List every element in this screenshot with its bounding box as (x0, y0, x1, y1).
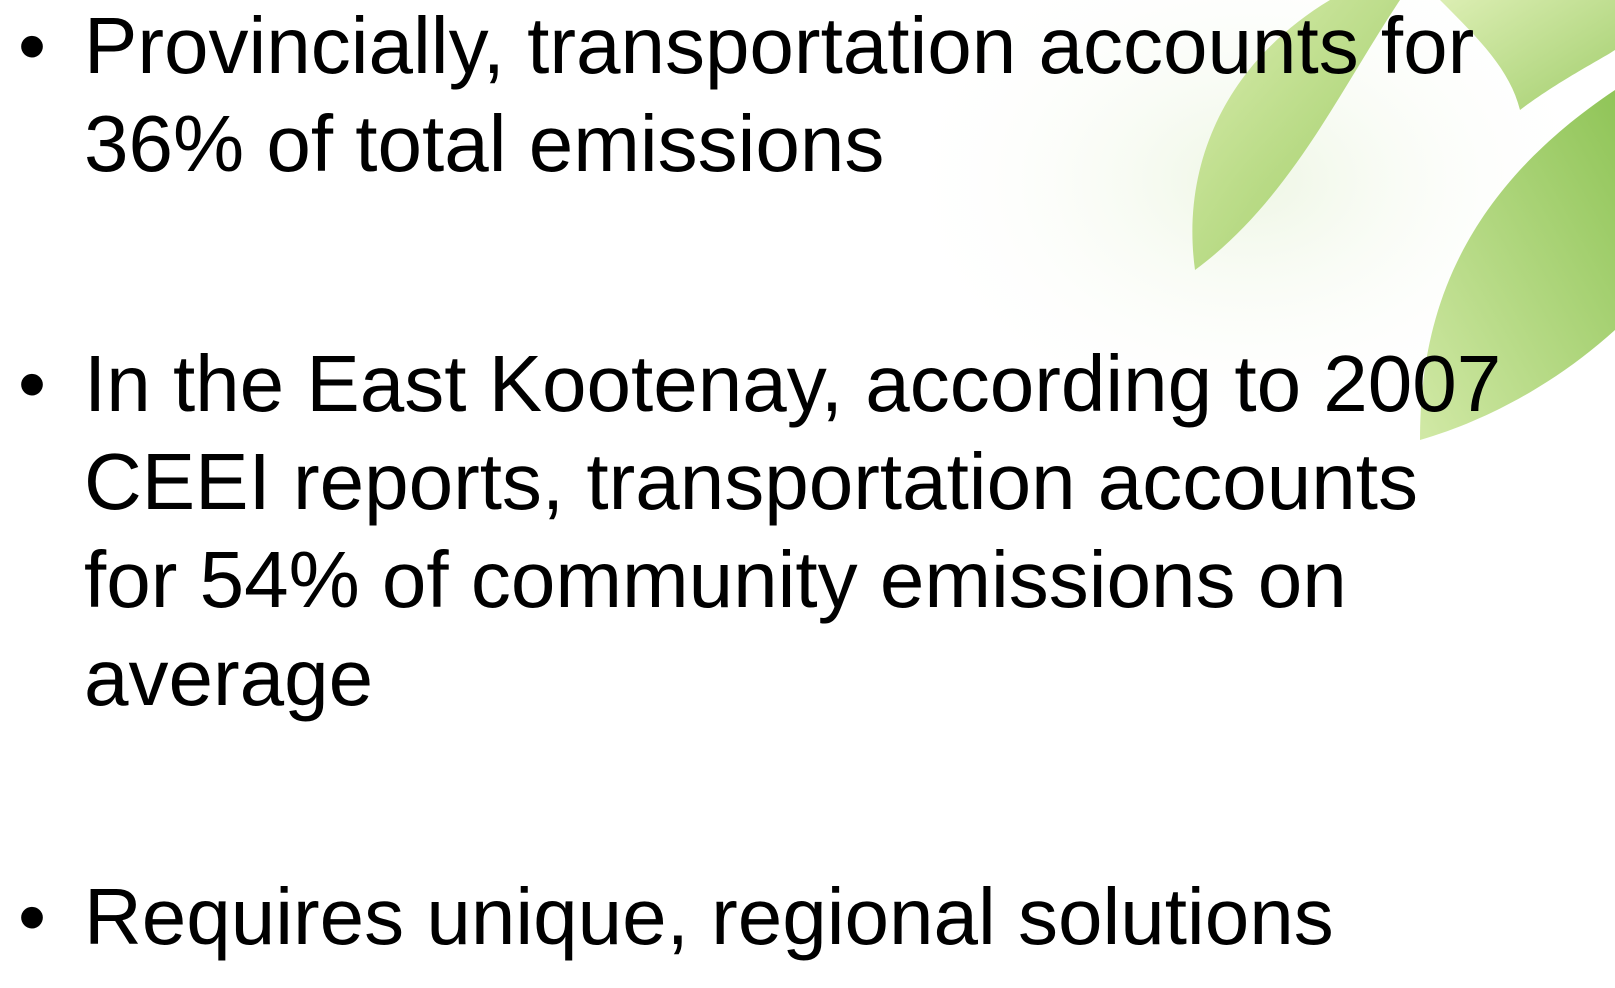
bullet-glyph: • (18, 335, 46, 433)
bullet-text: average (84, 629, 373, 727)
bullet-text: CEEI reports, transportation accounts (84, 433, 1418, 531)
slide: • Provincially, transportation accounts … (0, 0, 1615, 988)
bullet-text: 36% of total emissions (84, 95, 884, 193)
bullet-glyph: • (18, 0, 46, 95)
bullet-glyph: • (18, 868, 46, 966)
bullet-text: for 54% of community emissions on (84, 531, 1347, 629)
bullet-text: Provincially, transportation accounts fo… (84, 0, 1474, 95)
bullet-text: In the East Kootenay, according to 2007 (84, 335, 1501, 433)
bullet-text: Requires unique, regional solutions (84, 868, 1334, 966)
